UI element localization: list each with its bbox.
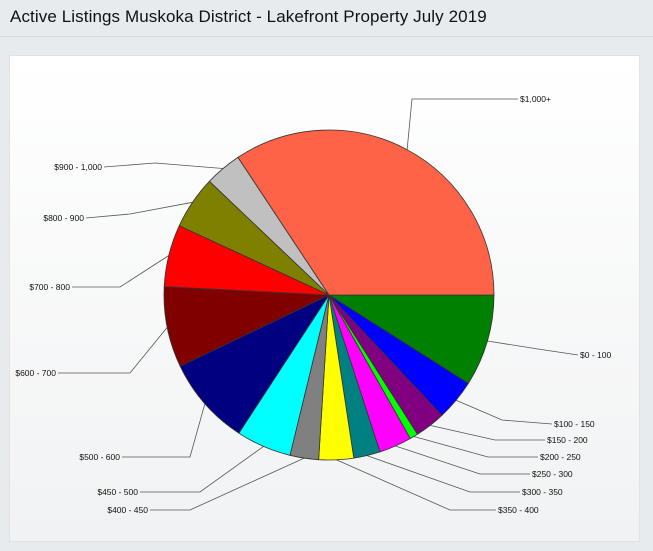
slice-label: $200 - 250 — [540, 452, 581, 462]
slice-label: $150 - 200 — [547, 435, 588, 445]
slice-label: $300 - 350 — [522, 487, 563, 497]
pie-slice — [179, 294, 331, 434]
pie-slice — [327, 294, 495, 384]
leader-line — [336, 459, 496, 511]
leader-line — [366, 455, 520, 493]
slice-labels: $0 - 100 $100 - 150 $150 - 200 $200 - 250 $2… — [15, 94, 611, 515]
leader-line — [413, 436, 538, 458]
leader-lines — [58, 98, 579, 511]
leader-line — [150, 457, 305, 511]
leader-line — [406, 98, 518, 150]
leader-line — [455, 399, 553, 425]
leader-line — [103, 162, 224, 169]
slice-label: $350 - 400 — [498, 505, 539, 515]
slice-label: $700 - 800 — [29, 282, 70, 292]
leader-line — [487, 340, 579, 356]
slice-label: $250 - 300 — [532, 469, 573, 479]
leader-line — [122, 403, 206, 458]
slice-label: $900 - 1,000 — [54, 162, 102, 172]
slice-label: $500 - 600 — [79, 452, 120, 462]
leader-line — [430, 425, 545, 441]
leader-line — [140, 446, 264, 493]
slice-label: $400 - 450 — [107, 505, 148, 515]
slice-label: $0 - 100 — [580, 350, 611, 360]
page-title: Active Listings Muskoka District - Lakef… — [10, 7, 487, 26]
pie-slices — [163, 129, 495, 461]
slice-label: $800 - 900 — [43, 213, 84, 223]
leader-line — [395, 445, 530, 475]
slice-label: $600 - 700 — [15, 368, 56, 378]
slice-label: $450 - 500 — [97, 487, 138, 497]
pie-slice — [237, 129, 495, 296]
title-bar: Active Listings Muskoka District - Lakef… — [0, 0, 653, 37]
leader-line — [72, 255, 170, 288]
leader-line — [85, 201, 193, 219]
leader-line — [58, 327, 168, 374]
slice-label: $100 - 150 — [554, 419, 595, 429]
slice-label: $1,000+ — [520, 94, 551, 104]
